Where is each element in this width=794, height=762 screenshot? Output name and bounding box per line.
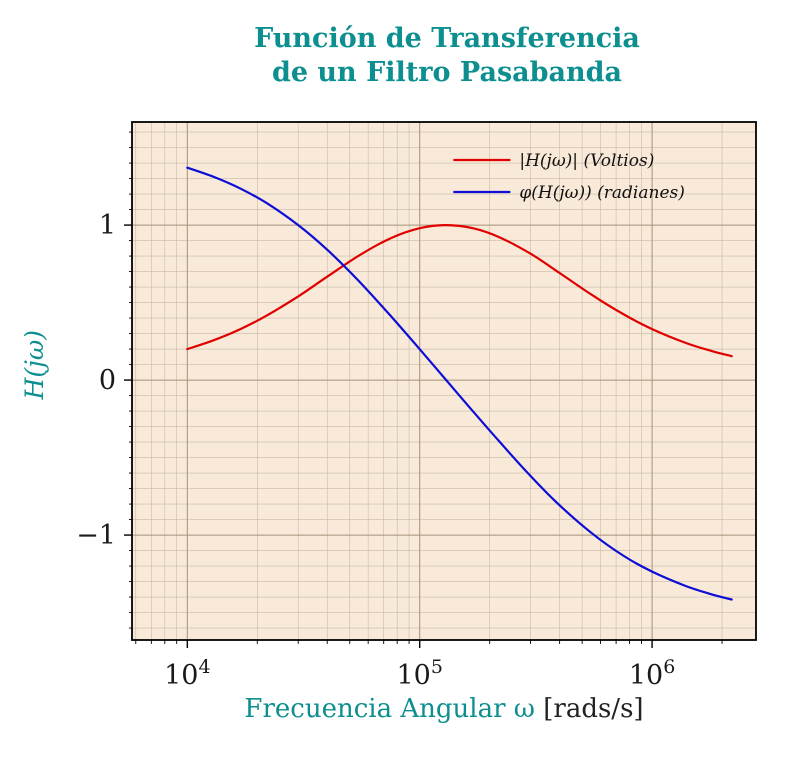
series-curves [186, 166, 733, 601]
grid [132, 122, 756, 640]
series-magnitude-line [186, 223, 733, 358]
chart-title: Función de Transferencia de un Filtro Pa… [100, 22, 794, 90]
x-tick-label: 104 [164, 656, 210, 691]
legend-label-phase: φ(H(jω)) (radianes) [519, 183, 685, 203]
axes-border [131, 121, 757, 641]
axis-ticks [124, 131, 723, 648]
x-axis-label-units: [rads/s] [543, 694, 644, 724]
y-tick-label: 1 [99, 210, 116, 241]
chart-title-line2: de un Filtro Pasabanda [271, 57, 623, 88]
series-phase-line [186, 166, 733, 601]
x-tick-label: 105 [396, 656, 442, 691]
legend: |H(jω)| (Voltios) φ(H(jω)) (radianes) [453, 151, 685, 203]
y-tick-labels: 1 0 −1 [76, 210, 116, 551]
y-tick-label: 0 [99, 365, 116, 396]
y-tick-label: −1 [76, 520, 116, 551]
x-tick-label: 106 [629, 656, 675, 691]
legend-label-magnitude: |H(jω)| (Voltios) [519, 151, 654, 171]
x-axis-label-main: Frecuencia Angular ω [244, 694, 544, 724]
x-axis-label: Frecuencia Angular ω [rads/s] [132, 694, 756, 724]
x-tick-labels: 104 105 106 [164, 656, 675, 691]
chart-title-line1: Función de Transferencia [254, 23, 640, 54]
